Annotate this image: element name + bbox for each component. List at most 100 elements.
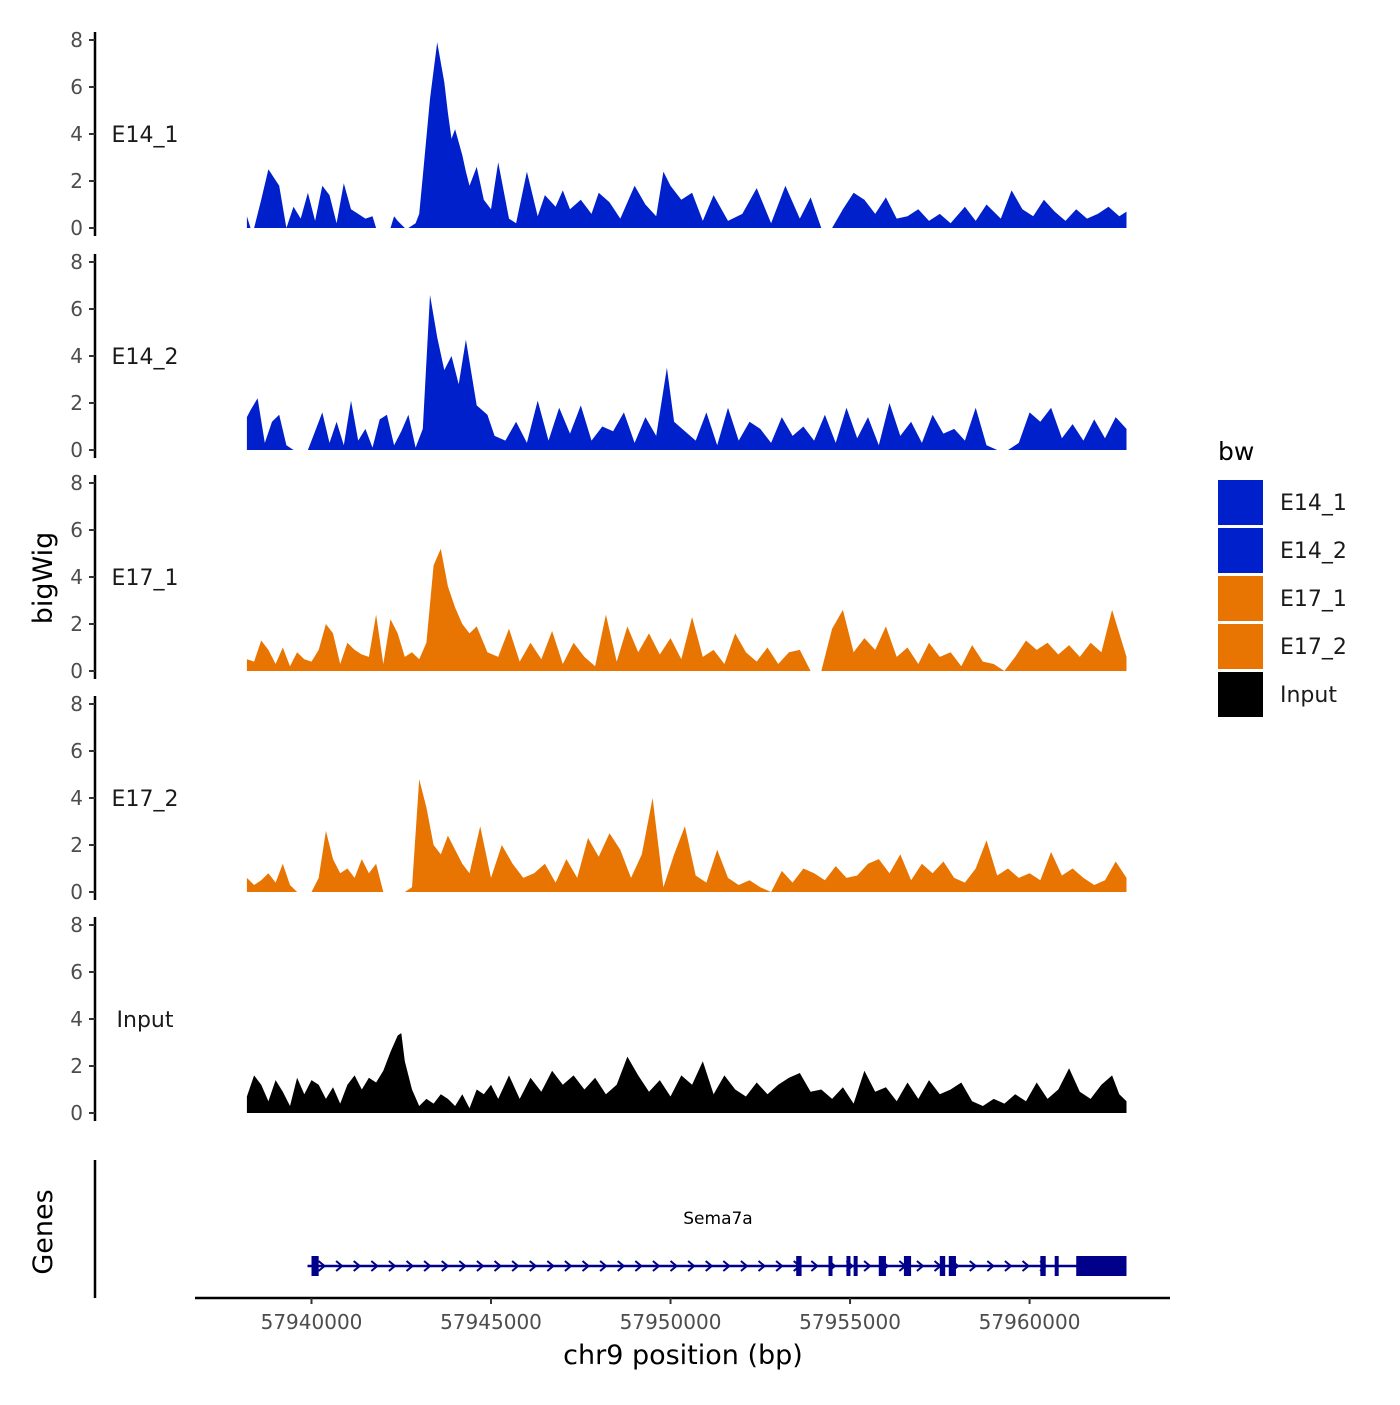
- strand-arrow: [388, 1260, 397, 1272]
- exon: [903, 1256, 912, 1276]
- exon: [853, 1256, 858, 1276]
- y-tick-label: 0: [70, 880, 83, 904]
- strand-arrow: [370, 1260, 379, 1272]
- strand-arrow: [757, 1260, 767, 1272]
- signal-tracks: 0 2 4 6 8 E14_1 0 2 4 6 8 E14_2 0 2 4 6 8 E17_1 0 2 4 6 8 E17_2…: [70, 28, 1127, 1125]
- strand-arrow: [493, 1260, 503, 1272]
- legend-key-input: [1218, 672, 1263, 717]
- strand-arrow: [1021, 1260, 1031, 1272]
- area-e14-2: [246, 294, 1127, 450]
- track-label: E17_1: [112, 566, 179, 591]
- exon: [1076, 1256, 1127, 1276]
- exon: [948, 1256, 956, 1276]
- legend-label: E14_1: [1280, 491, 1347, 516]
- strand-arrow: [986, 1260, 995, 1272]
- y-tick-label: 2: [70, 1054, 83, 1078]
- y-tick-label: 4: [70, 565, 83, 589]
- y-tick-label: 4: [70, 344, 83, 368]
- exon: [1054, 1256, 1059, 1276]
- exon: [796, 1256, 802, 1276]
- y-tick-label: 8: [70, 692, 83, 716]
- strand-arrow: [775, 1260, 784, 1272]
- track-e17-1: 0 2 4 6 8 E17_1: [70, 471, 1127, 683]
- exon: [878, 1256, 886, 1276]
- genes-axis-title: Genes: [28, 1189, 59, 1274]
- strand-arrow: [863, 1260, 872, 1272]
- x-axis: 57940000 57945000 57950000 57955000 57960000: [195, 1296, 1170, 1334]
- strand-arrow: [353, 1260, 362, 1272]
- strand-arrow: [705, 1260, 714, 1272]
- x-tick-label: 57945000: [440, 1310, 542, 1334]
- y-tick-label: 8: [70, 471, 83, 495]
- track-label: Input: [117, 1008, 174, 1033]
- strand-arrow: [634, 1260, 643, 1272]
- y-tick-label: 8: [70, 28, 83, 52]
- y-axis-title: bigWig: [28, 532, 59, 625]
- exon: [1040, 1256, 1046, 1276]
- track-input: 0 2 4 6 8 Input: [70, 913, 1127, 1125]
- track-label: E14_1: [112, 123, 179, 148]
- y-tick-label: 4: [70, 122, 83, 146]
- strand-arrow: [969, 1260, 978, 1272]
- gene-name: Sema7a: [683, 1209, 752, 1229]
- legend-label: E17_2: [1280, 635, 1347, 660]
- strand-arrow: [441, 1260, 450, 1272]
- legend-label: E14_2: [1280, 539, 1347, 564]
- strand-arrow: [687, 1260, 696, 1272]
- y-tick-label: 2: [70, 833, 83, 857]
- legend-key-e14-1: [1218, 480, 1263, 525]
- strand-arrow: [546, 1260, 555, 1272]
- x-tick-label: 57950000: [620, 1310, 722, 1334]
- legend-key-e17-2: [1218, 624, 1263, 669]
- y-tick-label: 2: [70, 391, 83, 415]
- area-e14-1: [246, 42, 1127, 228]
- strand-arrow: [810, 1260, 819, 1272]
- track-e17-2: 0 2 4 6 8 E17_2: [70, 692, 1127, 904]
- strand-arrow: [423, 1260, 432, 1272]
- y-tick-label: 6: [70, 960, 83, 984]
- y-tick-label: 2: [70, 169, 83, 193]
- strand-arrow: [617, 1260, 626, 1272]
- strand-arrow: [722, 1260, 731, 1272]
- y-tick-label: 0: [70, 1101, 83, 1125]
- strand-arrow: [599, 1260, 608, 1272]
- legend-label: Input: [1280, 683, 1337, 708]
- x-tick-label: 57960000: [979, 1310, 1081, 1334]
- strand-arrow: [652, 1260, 661, 1272]
- area-e17-1: [246, 548, 1127, 671]
- strand-arrow: [317, 1260, 327, 1272]
- y-tick-label: 6: [70, 518, 83, 542]
- track-label: E14_2: [112, 345, 179, 370]
- area-e17-2: [246, 779, 1127, 892]
- y-tick-label: 0: [70, 438, 83, 462]
- strand-arrow: [335, 1260, 344, 1272]
- strand-arrow: [1004, 1260, 1013, 1272]
- strand-arrow: [916, 1260, 925, 1272]
- y-tick-label: 0: [70, 216, 83, 240]
- y-tick-label: 4: [70, 1007, 83, 1031]
- strand-arrow: [458, 1260, 467, 1272]
- gene-track: Sema7a: [93, 1160, 1127, 1298]
- x-tick-label: 57955000: [799, 1310, 901, 1334]
- x-tick-label: 57940000: [261, 1310, 363, 1334]
- y-tick-label: 6: [70, 297, 83, 321]
- strand-arrow: [511, 1260, 520, 1272]
- strand-arrow: [529, 1260, 538, 1272]
- track-e14-2: 0 2 4 6 8 E14_2: [70, 250, 1127, 462]
- exon: [828, 1256, 833, 1276]
- exon: [311, 1256, 319, 1276]
- y-tick-label: 6: [70, 75, 83, 99]
- exon: [939, 1256, 946, 1276]
- strand-arrow: [581, 1260, 591, 1272]
- track-label: E17_2: [112, 787, 179, 812]
- x-axis-title: chr9 position (bp): [563, 1340, 803, 1371]
- legend-label: E17_1: [1280, 587, 1347, 612]
- y-tick-label: 4: [70, 786, 83, 810]
- legend: bw E14_1 E14_2 E17_1 E17_2 Input: [1218, 437, 1347, 717]
- y-tick-label: 8: [70, 913, 83, 937]
- strand-arrow: [564, 1260, 573, 1272]
- legend-title: bw: [1218, 437, 1254, 466]
- y-tick-label: 2: [70, 612, 83, 636]
